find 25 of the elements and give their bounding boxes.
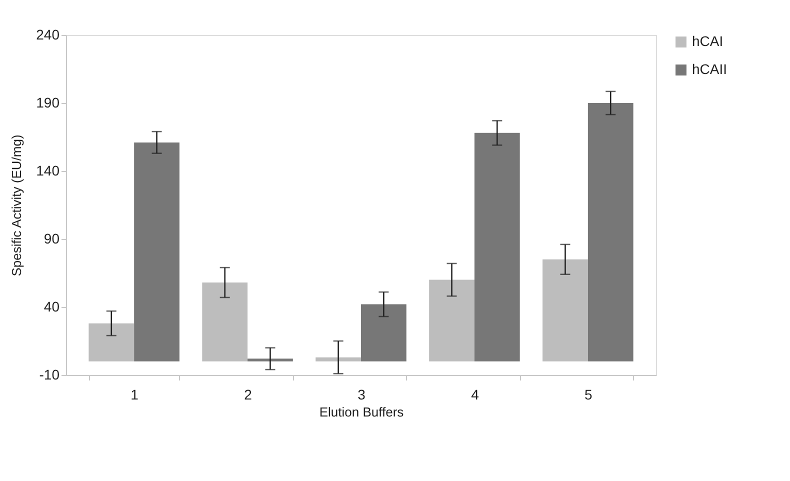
- x-axis-title: Elution Buffers: [319, 404, 404, 420]
- bar: [88, 323, 134, 362]
- x-tick-label: 2: [244, 386, 252, 402]
- y-tick-label: 90: [44, 230, 60, 246]
- bar: [134, 142, 180, 362]
- x-tick-label: 5: [584, 386, 593, 402]
- bar: [429, 280, 474, 362]
- y-tick-label: 240: [36, 26, 60, 42]
- legend-label: hCAII: [692, 61, 728, 77]
- bar: [588, 103, 634, 362]
- x-tick-label: 3: [358, 386, 366, 402]
- legend-label: hCAI: [692, 33, 724, 49]
- y-axis-title: Spesific Activity (EU/mg): [9, 134, 24, 276]
- y-tick-label: 190: [36, 94, 60, 110]
- bar: [361, 304, 406, 362]
- bar: [316, 357, 361, 362]
- y-tick-label: -10: [39, 366, 60, 382]
- y-tick-label: 140: [36, 162, 60, 178]
- x-tick-label: 4: [471, 386, 480, 402]
- bar: [474, 132, 520, 362]
- x-tick-label: 1: [130, 386, 139, 402]
- y-tick-label: 40: [44, 298, 60, 314]
- bar: [248, 358, 293, 362]
- bar: [542, 259, 588, 362]
- bar: [202, 282, 248, 362]
